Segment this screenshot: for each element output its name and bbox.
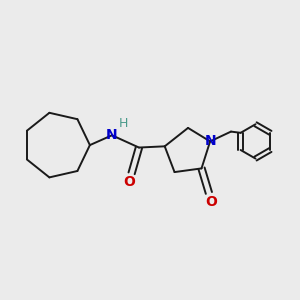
Text: N: N bbox=[204, 134, 216, 148]
Text: H: H bbox=[118, 116, 128, 130]
Text: O: O bbox=[123, 175, 135, 189]
Text: O: O bbox=[206, 194, 217, 208]
Text: N: N bbox=[106, 128, 118, 142]
